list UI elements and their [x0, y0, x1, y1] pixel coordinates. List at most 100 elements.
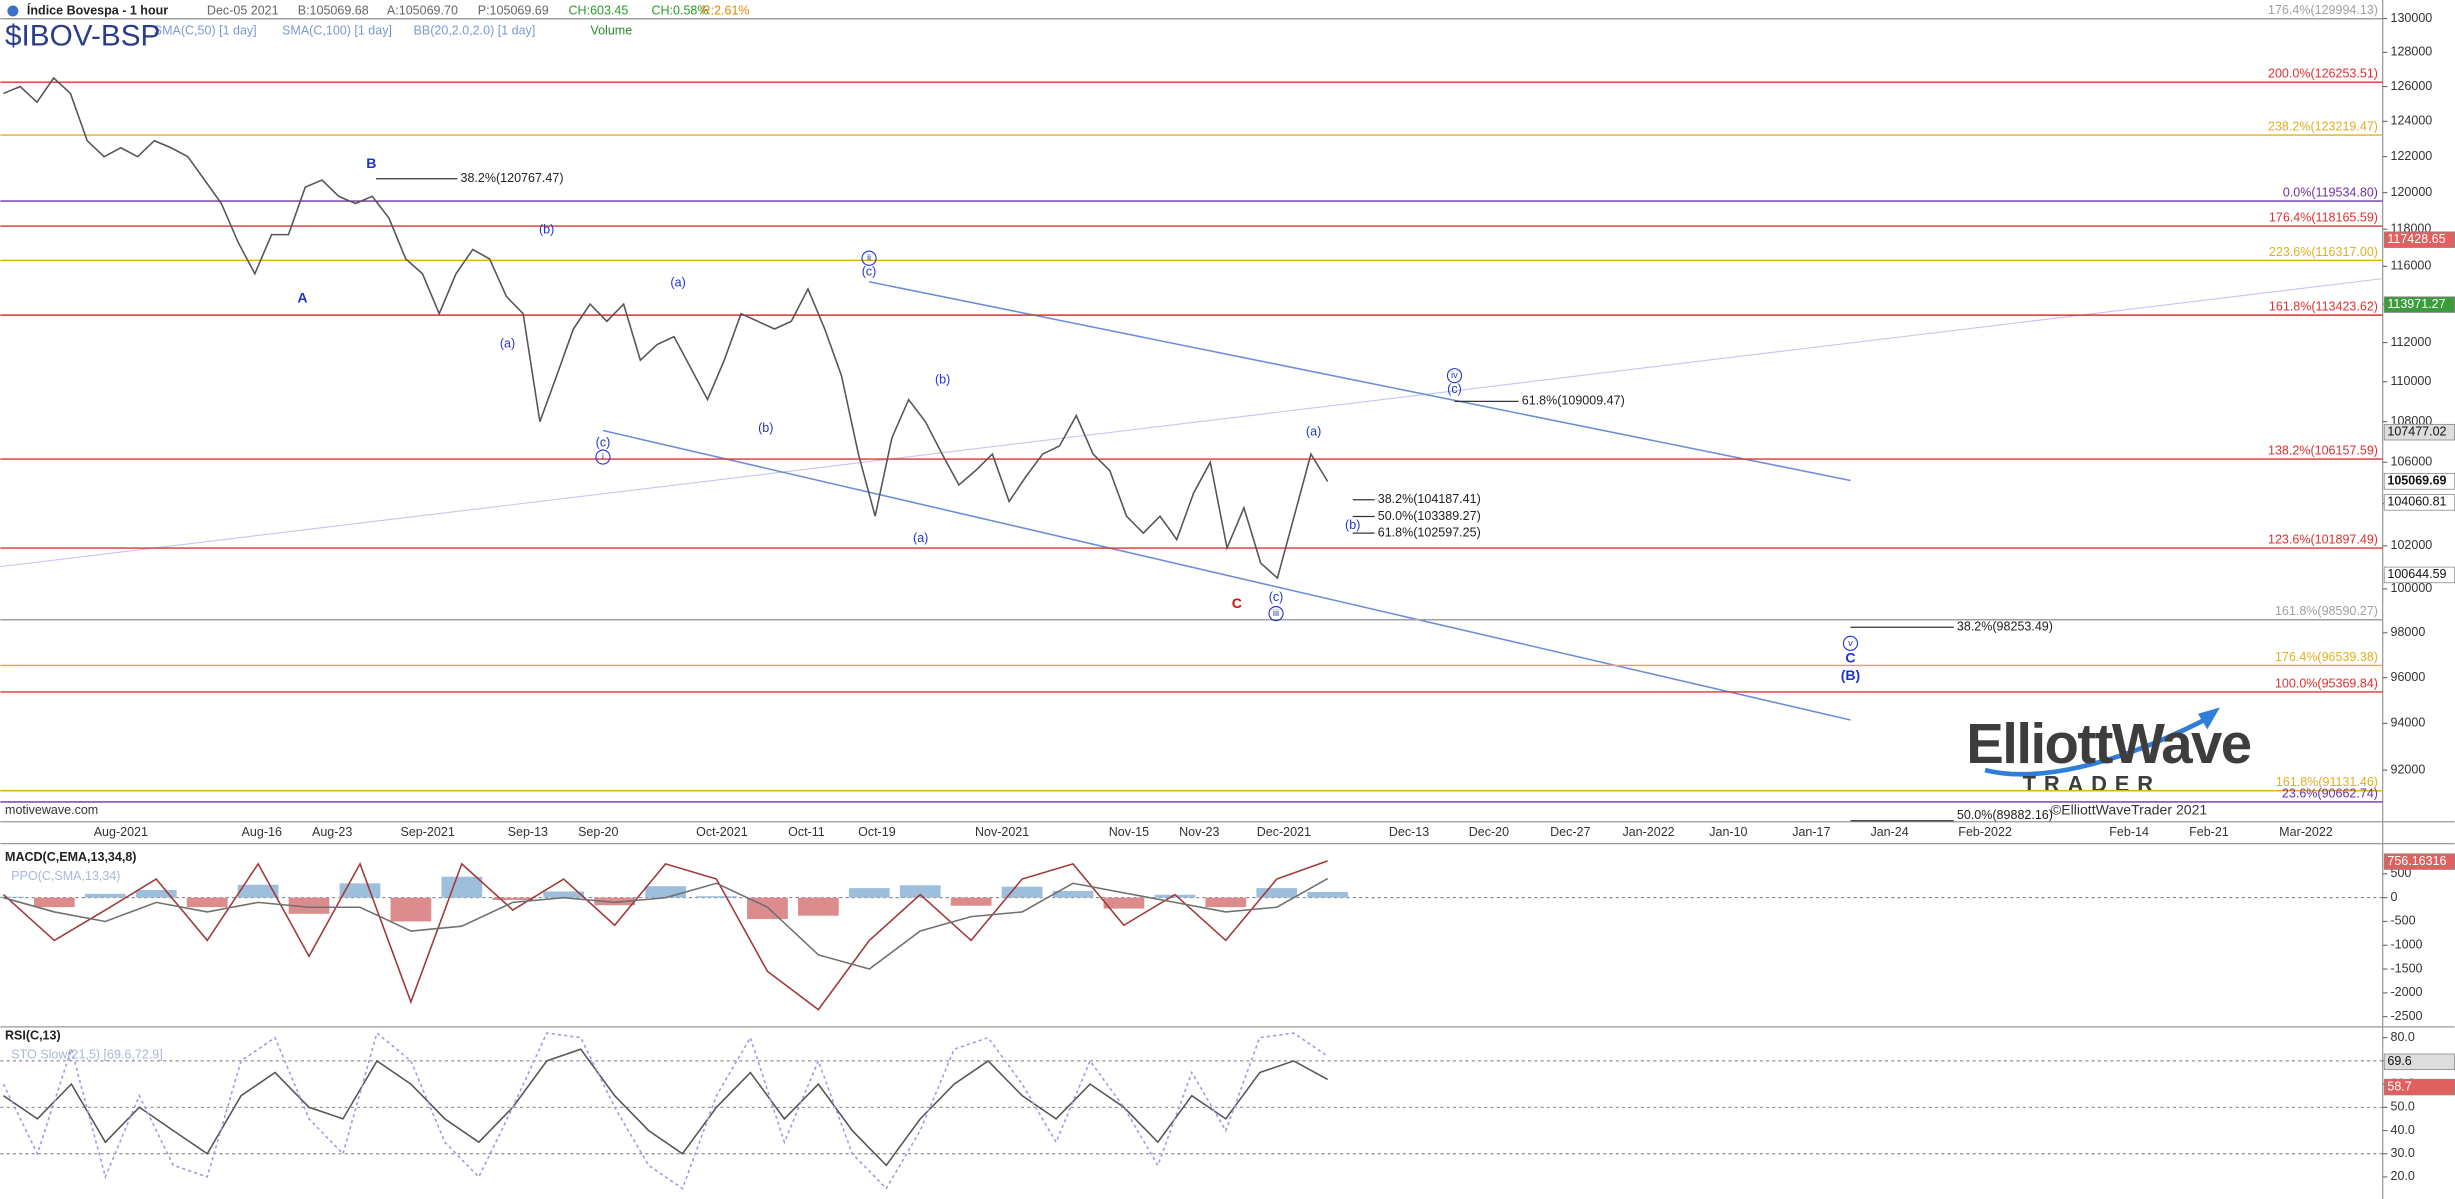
- histogram-bar: [543, 891, 585, 898]
- wave-label: v: [1848, 637, 1853, 648]
- y-tick-label: 96000: [2390, 670, 2425, 684]
- x-tick-label: Sep-13: [508, 825, 548, 839]
- wave-circle: [861, 250, 877, 266]
- histogram-bar: [1154, 894, 1196, 898]
- price-tag-label: 113971.27: [2387, 297, 2445, 311]
- y-tick-label: -1000: [2390, 938, 2422, 952]
- y-tick-label: 106000: [2390, 455, 2432, 469]
- histogram-bar: [1307, 891, 1349, 898]
- range: R:2.61%: [702, 3, 750, 17]
- histogram-bar: [339, 883, 381, 898]
- wave-label: (c): [1269, 590, 1284, 604]
- credit: motivewave.com: [5, 803, 98, 817]
- wave-label: (B): [1841, 667, 1861, 683]
- histogram-bar: [899, 885, 941, 898]
- x-tick-label: Dec-13: [1389, 825, 1429, 839]
- y-tick-label: 110000: [2390, 374, 2431, 388]
- quote: P:105069.69: [478, 3, 549, 17]
- fib-mark-label: 38.2%(98253.49): [1957, 620, 2053, 634]
- x-tick-label: Mar-2022: [2279, 825, 2333, 839]
- price-tag-label: 107477.02: [2387, 424, 2446, 438]
- fib-level-label: 161.8%(113423.62): [2269, 300, 2378, 314]
- logo-arrow: [2197, 707, 2220, 730]
- x-tick-label: Jan-17: [1792, 825, 1830, 839]
- symbol: $IBOV-BSP: [5, 19, 160, 52]
- wave-label: C: [1845, 650, 1855, 666]
- y-tick-label: 112000: [2390, 335, 2431, 349]
- histogram-bar: [84, 893, 126, 898]
- y-tick-label: 126000: [2390, 79, 2432, 93]
- histogram-bar: [135, 890, 177, 898]
- x-tick-label: Aug-23: [312, 825, 352, 839]
- wave-label: (a): [1306, 424, 1321, 438]
- study-label: BB(20,2.0,2.0) [1 day]: [414, 24, 536, 38]
- y-tick-label: 100000: [2390, 581, 2432, 595]
- x-tick-label: Dec-2021: [1257, 825, 1311, 839]
- x-tick-label: Jan-24: [1870, 825, 1908, 839]
- price-tag-label: 58.7: [2387, 1079, 2411, 1093]
- x-tick-label: Aug-16: [242, 825, 282, 839]
- price-tag-label: 100644.59: [2387, 567, 2446, 581]
- histogram-bar: [34, 897, 75, 908]
- study-label: SMA(C,50) [1 day]: [154, 24, 257, 38]
- wave-circle: [595, 449, 611, 465]
- histogram-bar: [696, 896, 737, 898]
- fib-level-label: 176.4%(96539.38): [2275, 650, 2378, 664]
- histogram-bar: [1256, 888, 1298, 898]
- fib-mark-label: 38.2%(120767.47): [461, 171, 564, 185]
- wave-label: ii: [867, 252, 871, 263]
- quote: B:105069.68: [298, 3, 369, 17]
- x-tick-label: Oct-11: [788, 825, 825, 839]
- change: CH:0.58%: [651, 3, 708, 17]
- histogram-bar: [797, 897, 839, 916]
- fib-mark-label: 61.8%(109009.47): [1522, 394, 1625, 408]
- y-tick-label: 102000: [2390, 538, 2432, 552]
- y-tick-label: 130000: [2390, 11, 2432, 25]
- histogram-bar: [1001, 886, 1043, 898]
- y-tick-label: 30.0: [2390, 1146, 2414, 1160]
- wave-label: (b): [758, 421, 773, 435]
- channel-line: [602, 429, 1851, 721]
- x-tick-label: Dec-27: [1550, 825, 1590, 839]
- wave-circle: [1842, 635, 1859, 651]
- histogram-bar: [1103, 897, 1145, 909]
- y-tick-label: 98000: [2390, 625, 2425, 639]
- y-tick-label: -2000: [2390, 985, 2422, 999]
- histogram-bar: [0, 896, 24, 898]
- y-tick-label: 50.0: [2390, 1100, 2414, 1114]
- series-line: [2, 860, 1328, 1011]
- x-tick-label: Jan-10: [1709, 825, 1747, 839]
- y-tick-label: 122000: [2390, 149, 2432, 163]
- price-tag-label: 69.6: [2387, 1054, 2411, 1068]
- histogram-bar: [645, 886, 686, 898]
- y-tick-label: -1500: [2390, 961, 2422, 975]
- fib-level-label: 138.2%(106157.59): [2268, 444, 2378, 458]
- panel-title: MACD(C,EMA,13,34,8): [5, 850, 136, 864]
- y-tick-label: 116000: [2390, 259, 2431, 273]
- logo-text: TRADER: [2023, 772, 2161, 797]
- histogram-bar: [390, 897, 432, 922]
- wave-label: A: [297, 290, 307, 306]
- wave-label: (b): [539, 222, 554, 236]
- histogram-bar: [492, 897, 534, 901]
- trend-line: [0, 278, 2383, 568]
- y-tick-label: 124000: [2390, 114, 2432, 128]
- chart-title: Índice Bovespa - 1 hour: [27, 2, 168, 17]
- wave-label: (b): [1345, 518, 1360, 532]
- logo-swoosh: [1984, 714, 2212, 777]
- fib-level-label: 223.6%(116317.00): [2269, 245, 2378, 259]
- x-tick-label: Sep-2021: [401, 825, 455, 839]
- histogram-bar: [1205, 897, 1247, 908]
- histogram-bar: [237, 884, 279, 898]
- wave-label: iii: [1273, 607, 1279, 618]
- series-line: [2, 1031, 1329, 1190]
- fib-level-label: 161.8%(91131.46): [2276, 775, 2378, 789]
- x-tick-label: Feb-2022: [1958, 825, 2012, 839]
- wave-label: C: [1232, 595, 1242, 611]
- histogram-bar: [950, 897, 992, 906]
- series-line: [3, 76, 1329, 580]
- wave-label: (c): [1447, 382, 1462, 396]
- y-tick-label: -500: [2390, 914, 2415, 928]
